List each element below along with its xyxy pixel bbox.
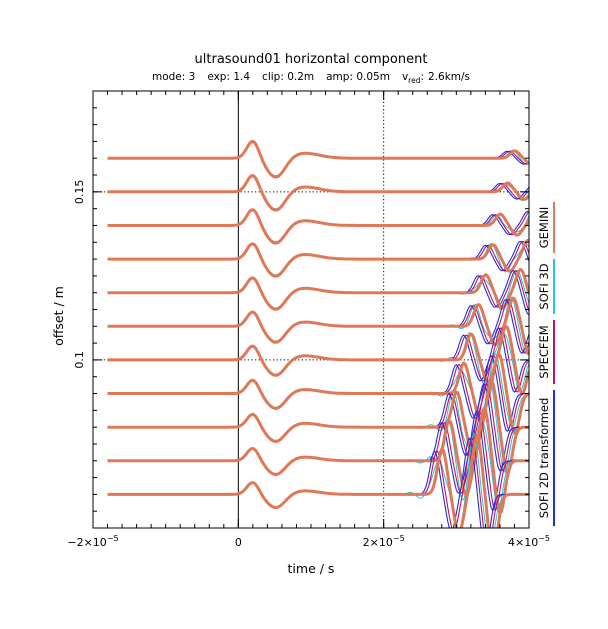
axes: −2×10−5 0 2×10−5 4×10−5 0.1 0.15 — [67, 91, 550, 549]
reference-lines — [93, 91, 529, 528]
x-tick-label: 4×10−5 — [508, 534, 550, 549]
chart-title: ultrasound01 horizontal component — [195, 52, 428, 67]
y-axis-label: offset / m — [51, 286, 66, 346]
legend-label: SPECFEM — [537, 325, 551, 378]
subtitle-amp: amp: 0.05m — [326, 71, 390, 83]
subtitle-vred-sub: red — [408, 76, 421, 85]
trace-line — [107, 352, 529, 435]
y-tick-label: 0.15 — [73, 180, 86, 205]
trace-series — [107, 139, 529, 528]
trace-line — [107, 208, 529, 245]
plot-frame — [92, 90, 530, 529]
subtitle-exp: exp: 1.4 — [207, 71, 250, 83]
x-tick-label: −2×10−5 — [67, 534, 118, 549]
legend: SOFI 2D transformed SPECFEM SOFI 3D GEMINI — [537, 202, 555, 526]
trace-line — [107, 380, 529, 475]
legend-label: GEMINI — [537, 207, 551, 249]
trace-line — [107, 324, 529, 396]
trace-line — [107, 139, 529, 179]
x-tick-label: 0 — [235, 536, 242, 549]
trace-line — [107, 332, 529, 393]
trace-line — [107, 268, 529, 311]
subtitle-vred: 2.6km/s — [428, 71, 470, 83]
trace-line — [107, 174, 529, 212]
y-tick-label: 0.1 — [73, 351, 86, 369]
subtitle-clip: clip: 0.2m — [262, 71, 314, 83]
subtitle-vred-colon: : — [420, 71, 424, 83]
trace-line — [107, 296, 529, 356]
trace-line — [107, 434, 529, 528]
legend-label: SOFI 2D transformed — [537, 398, 551, 519]
trace-line — [107, 407, 529, 515]
chart-subtitle: mode: 3 exp: 1.4 clip: 0.2m amp: 0.05m vred:… — [152, 71, 470, 85]
trace-line — [107, 238, 529, 278]
x-axis-label: time / s — [288, 561, 335, 576]
subtitle-vred-prefix: v — [402, 71, 408, 83]
legend-label: SOFI 3D — [537, 263, 551, 309]
x-tick-label: 2×10−5 — [363, 534, 405, 549]
subtitle-mode: mode: 3 — [152, 71, 195, 83]
